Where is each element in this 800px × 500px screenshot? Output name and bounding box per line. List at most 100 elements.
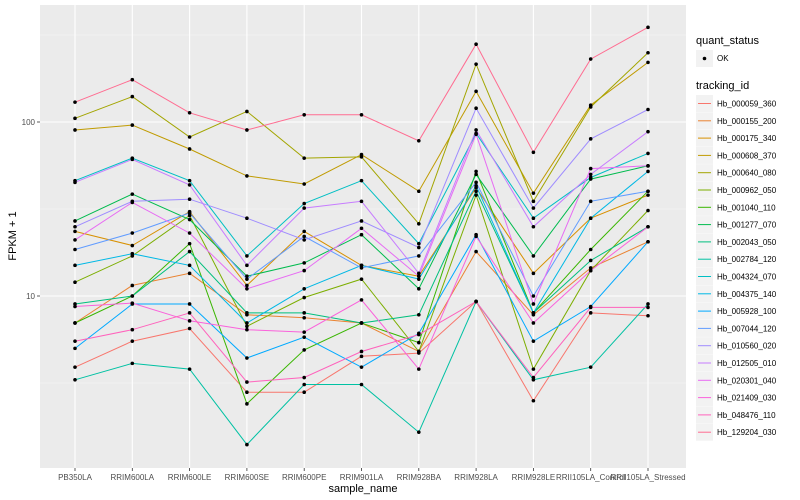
data-point-Hb_005928_100: [245, 356, 249, 360]
legend-label-Hb_000640_080: Hb_000640_080: [717, 169, 777, 178]
data-point-Hb_000155_200: [588, 266, 593, 270]
data-point-Hb_129204_030: [474, 42, 478, 46]
data-point-Hb_129204_030: [646, 25, 650, 30]
data-point-Hb_020301_040: [245, 286, 249, 291]
data-point-Hb_001277_070: [130, 192, 135, 196]
data-point-Hb_005928_100: [73, 346, 77, 351]
data-point-Hb_021409_030: [359, 298, 364, 302]
data-point-Hb_012505_010: [417, 271, 421, 276]
data-point-Hb_000175_340: [130, 243, 135, 248]
data-point-Hb_129204_030: [73, 100, 77, 104]
data-point-Hb_010560_020: [646, 107, 650, 112]
data-point-Hb_129204_030: [187, 110, 192, 115]
data-point-Hb_001040_110: [302, 348, 307, 352]
data-point-Hb_001277_070: [417, 286, 421, 291]
data-point-Hb_001040_110: [245, 402, 249, 406]
x-tick-label: RRIM600LE: [168, 473, 212, 482]
data-point-Hb_002784_120: [187, 367, 192, 371]
data-point-Hb_004375_140: [130, 251, 135, 256]
data-point-Hb_001277_070: [531, 254, 536, 258]
data-point-Hb_020301_040: [187, 231, 192, 235]
data-point-Hb_002784_120: [245, 442, 249, 447]
data-point-Hb_005928_100: [187, 302, 192, 306]
data-point-Hb_002043_050: [130, 294, 135, 298]
data-point-Hb_004375_140: [187, 263, 192, 268]
data-point-Hb_021409_030: [417, 367, 421, 371]
data-point-Hb_000608_370: [130, 123, 135, 127]
data-point-Hb_001040_110: [187, 241, 192, 246]
data-point-Hb_000059_360: [187, 326, 192, 331]
legend-label-Hb_002784_120: Hb_002784_120: [717, 255, 777, 264]
data-point-Hb_012505_010: [73, 180, 77, 185]
data-point-Hb_004324_070: [359, 178, 364, 183]
data-point-Hb_000608_370: [646, 60, 650, 65]
legend-label-Hb_001040_110: Hb_001040_110: [717, 203, 776, 212]
data-point-Hb_001277_070: [359, 232, 364, 237]
legend-label-Hb_002043_050: Hb_002043_050: [717, 238, 777, 247]
data-point-Hb_010560_020: [245, 216, 249, 220]
data-point-Hb_000640_080: [245, 109, 249, 114]
data-point-Hb_129204_030: [359, 112, 364, 117]
data-point-Hb_007044_120: [130, 231, 135, 235]
data-point-Hb_012505_010: [474, 128, 478, 132]
data-point-Hb_012505_010: [646, 129, 650, 134]
data-point-Hb_004324_070: [187, 178, 192, 183]
data-point-Hb_000962_050: [417, 349, 421, 354]
data-point-Hb_010560_020: [359, 219, 364, 223]
data-point-Hb_004324_070: [588, 175, 593, 180]
data-point-Hb_005928_100: [646, 239, 650, 244]
x-axis-title: sample_name: [328, 483, 397, 495]
data-point-Hb_004324_070: [646, 151, 650, 156]
data-point-Hb_000608_370: [245, 174, 249, 178]
data-point-Hb_007044_120: [302, 234, 307, 239]
data-point-Hb_012505_010: [359, 199, 364, 204]
y-axis: 10 100: [22, 118, 40, 301]
data-point-Hb_000962_050: [359, 277, 364, 281]
data-point-Hb_021409_030: [531, 321, 536, 325]
data-point-Hb_020301_040: [474, 132, 478, 137]
x-axis: PB350LA RRIM600LA RRIM600LE RRIM600SE RRIM60…: [58, 468, 686, 482]
data-point-Hb_000640_080: [474, 62, 478, 66]
legend-label-Hb_000155_200: Hb_000155_200: [717, 117, 777, 126]
data-point-Hb_000175_340: [245, 283, 249, 288]
legend-label-Hb_000608_370: Hb_000608_370: [717, 151, 777, 160]
data-point-Hb_048476_110: [73, 339, 77, 343]
data-point-Hb_001277_070: [73, 219, 77, 223]
data-point-Hb_007044_120: [588, 199, 593, 204]
data-point-Hb_000059_360: [73, 365, 77, 369]
data-point-Hb_010560_020: [531, 206, 536, 210]
data-point-Hb_021409_030: [245, 327, 249, 332]
data-point-Hb_007044_120: [187, 211, 192, 215]
data-point-Hb_129204_030: [245, 128, 249, 132]
legend-title-quant-status: quant_status: [696, 35, 759, 47]
y-axis-title: FPKM + 1: [7, 211, 19, 260]
data-point-Hb_021409_030: [302, 330, 307, 334]
data-point-Hb_004375_140: [417, 277, 421, 281]
data-point-Hb_002784_120: [73, 377, 77, 382]
data-point-Hb_129204_030: [531, 150, 536, 155]
legend-label-Hb_000962_050: Hb_000962_050: [717, 186, 777, 195]
data-point-Hb_000175_340: [302, 229, 307, 234]
legend-label-Hb_004375_140: Hb_004375_140: [717, 290, 777, 299]
data-point-Hb_004375_140: [73, 263, 77, 268]
data-point-Hb_000155_200: [187, 271, 192, 276]
data-point-Hb_000059_360: [130, 339, 135, 343]
data-point-Hb_020301_040: [417, 274, 421, 278]
data-point-Hb_048476_110: [130, 327, 135, 332]
legend-label-Hb_005928_100: Hb_005928_100: [717, 307, 777, 316]
data-point-Hb_000962_050: [531, 367, 536, 371]
data-point-Hb_002784_120: [359, 382, 364, 387]
data-point-Hb_000059_360: [531, 398, 536, 403]
data-point-Hb_021409_030: [474, 234, 478, 239]
data-point-Hb_010560_020: [187, 197, 192, 202]
data-point-Hb_000962_050: [187, 213, 192, 218]
x-tick-label: PB350LA: [58, 473, 92, 482]
data-point-Hb_012505_010: [531, 224, 536, 229]
legend-label-Hb_010560_020: Hb_010560_020: [717, 342, 777, 351]
legend-label-Hb_007044_120: Hb_007044_120: [717, 324, 777, 333]
legend-label-Hb_012505_010: Hb_012505_010: [717, 359, 777, 368]
legend-label-Hb_001277_070: Hb_001277_070: [717, 221, 777, 230]
legend-label-Hb_020301_040: Hb_020301_040: [717, 376, 777, 385]
data-point-Hb_000175_340: [646, 193, 650, 197]
data-point-Hb_129204_030: [417, 138, 421, 143]
